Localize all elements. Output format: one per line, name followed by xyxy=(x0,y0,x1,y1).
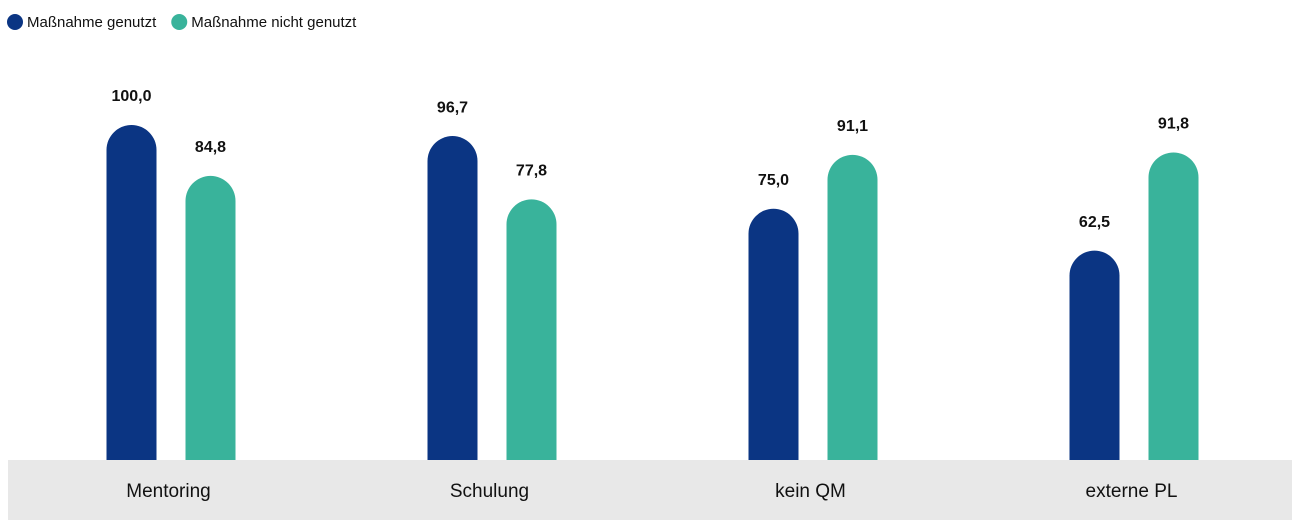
bar xyxy=(106,125,157,460)
legend-marker xyxy=(171,14,188,30)
value-label: 62,5 xyxy=(1079,214,1110,231)
value-label: 77,8 xyxy=(516,163,547,180)
value-label: 91,8 xyxy=(1158,116,1189,133)
value-label: 75,0 xyxy=(758,172,789,189)
value-label: 91,1 xyxy=(837,118,868,135)
value-label: 96,7 xyxy=(437,99,468,116)
x-tick-label: Schulung xyxy=(450,481,529,502)
value-label: 100,0 xyxy=(111,88,151,105)
category-band xyxy=(8,460,1292,520)
bar xyxy=(748,208,799,460)
bar xyxy=(827,154,878,460)
bar xyxy=(427,136,478,460)
bar xyxy=(1148,152,1199,461)
legend-marker xyxy=(7,14,23,30)
bar xyxy=(185,175,236,460)
legend-label: Maßnahme nicht genutzt xyxy=(191,14,357,31)
bar xyxy=(506,199,557,460)
value-label: 84,8 xyxy=(195,139,226,156)
x-tick-label: kein QM xyxy=(775,481,846,502)
x-tick-label: externe PL xyxy=(1086,481,1178,502)
x-tick-label: Mentoring xyxy=(126,481,211,502)
legend-label: Maßnahme genutzt xyxy=(27,14,157,31)
bar xyxy=(1069,250,1120,460)
